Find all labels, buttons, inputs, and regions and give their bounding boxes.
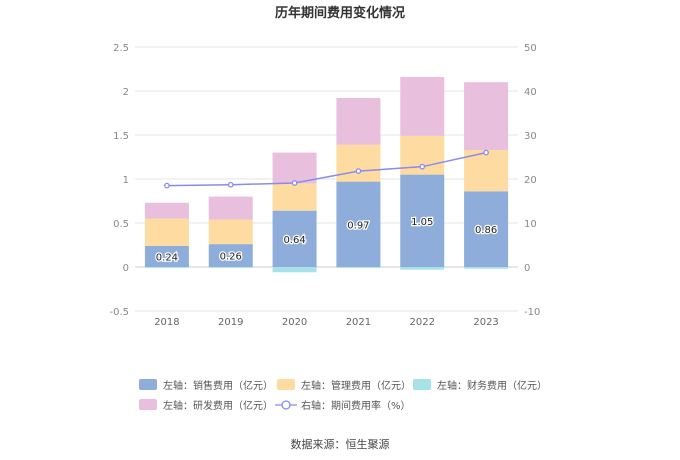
- left-tick-label: 2: [123, 87, 129, 98]
- source-note: 数据来源：恒生聚源: [291, 437, 390, 451]
- x-tick-label: 2019: [218, 317, 243, 328]
- bar-segment: [336, 98, 381, 145]
- legend-label: 左轴：销售费用（亿元）: [163, 379, 273, 392]
- chart-title: 历年期间费用变化情况: [275, 5, 405, 21]
- bar-value-label: 1.05: [411, 217, 433, 228]
- bar-segment: [208, 267, 253, 268]
- bar-segment: [464, 267, 509, 269]
- legend-label: 左轴：管理费用（亿元）: [301, 379, 411, 392]
- legend-swatch: [413, 379, 431, 390]
- rate-point: [355, 168, 362, 174]
- bar-segment: [464, 149, 509, 192]
- legend: 左轴：销售费用（亿元） 左轴：管理费用（亿元） 左轴：财务费用（亿元） 左轴：研发费用…: [139, 379, 547, 412]
- legend-label: 右轴：期间费用率（%）: [301, 399, 411, 412]
- rate-line-path: [166, 151, 487, 187]
- left-tick-label: 0: [123, 263, 129, 274]
- left-axis: -0.5 0 0.5 1 1.5 2 2.5: [109, 43, 129, 318]
- legend-label: 左轴：研发费用（亿元）: [163, 399, 273, 412]
- rate-point: [419, 163, 426, 170]
- legend-line-marker: [281, 400, 291, 410]
- right-tick-label: 50: [524, 43, 537, 54]
- bar-segment: [272, 183, 317, 211]
- bar-segment: [336, 181, 381, 267]
- legend-item: 右轴：期间费用率（%）: [275, 399, 411, 412]
- bar-segment: [464, 82, 509, 150]
- bar-segment: [208, 196, 253, 220]
- x-tick-label: 2018: [154, 317, 179, 328]
- bar-segment: [272, 267, 317, 273]
- rate-point: [164, 182, 170, 189]
- legend-label: 左轴：财务费用（亿元）: [437, 379, 547, 392]
- left-tick-label: 1: [123, 175, 129, 186]
- x-tick-label: 2023: [473, 317, 498, 328]
- right-tick-label: 20: [524, 175, 537, 186]
- x-axis: 2018 2019 2020 2021 2022 2023: [154, 317, 499, 328]
- bar-value-label: 0.97: [347, 220, 369, 231]
- right-tick-label: 30: [524, 131, 537, 142]
- left-tick-label: 0.5: [113, 219, 129, 230]
- left-tick-label: -0.5: [109, 307, 129, 318]
- legend-swatch: [139, 399, 157, 410]
- bar-segment: [464, 191, 509, 267]
- bar-segment: [400, 267, 445, 270]
- x-tick-label: 2022: [410, 317, 435, 328]
- bar-segment: [144, 218, 189, 246]
- x-tick-label: 2021: [346, 317, 371, 328]
- bar-segment: [144, 202, 189, 219]
- rate-line: [164, 149, 489, 189]
- bar-segment: [144, 267, 189, 268]
- bar-value-label: 0.26: [220, 252, 242, 263]
- left-tick-label: 1.5: [113, 131, 129, 142]
- bar-segment: [400, 174, 445, 267]
- bar-segment: [272, 152, 317, 184]
- bar-stacks: [144, 76, 509, 273]
- rate-point: [227, 181, 234, 188]
- bar-value-labels: 0.24 0.26 0.64 0.97 1.05 0.86: [155, 216, 499, 265]
- right-axis: -10 0 10 20 30 40 50: [524, 43, 540, 318]
- bar-segment: [336, 144, 381, 182]
- bar-segment: [208, 219, 253, 245]
- bar-value-label: 0.64: [283, 235, 305, 246]
- bar-value-label: 0.24: [156, 252, 178, 263]
- legend-item: 左轴：销售费用（亿元）: [139, 379, 273, 392]
- bar-segment: [208, 244, 253, 267]
- legend-swatch: [139, 379, 157, 390]
- right-tick-label: 40: [524, 87, 537, 98]
- rate-point: [291, 180, 298, 186]
- left-tick-label: 2.5: [113, 43, 129, 54]
- rate-point: [483, 149, 489, 156]
- legend-item: 左轴：研发费用（亿元）: [139, 399, 273, 412]
- bar-segment: [336, 267, 381, 268]
- bar-value-label: 0.86: [475, 225, 497, 236]
- bar-segment: [400, 76, 445, 136]
- legend-item: 左轴：管理费用（亿元）: [277, 379, 411, 392]
- right-tick-label: 10: [524, 219, 537, 230]
- legend-item: 左轴：财务费用（亿元）: [413, 379, 547, 392]
- right-tick-label: -10: [524, 307, 540, 318]
- legend-swatch: [277, 379, 295, 390]
- right-tick-label: 0: [524, 263, 530, 274]
- bar-segment: [272, 210, 317, 267]
- bar-segment: [144, 245, 189, 267]
- x-tick-label: 2020: [282, 317, 307, 328]
- grid-lines: [135, 46, 518, 312]
